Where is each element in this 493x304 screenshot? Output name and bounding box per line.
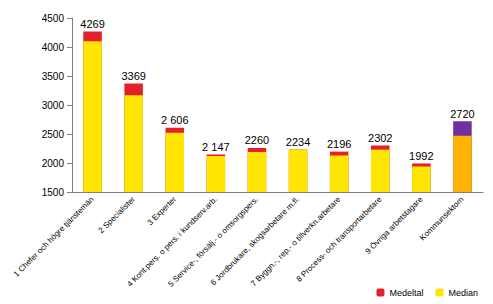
svg-text:2 606: 2 606 <box>161 114 189 126</box>
svg-text:2 147: 2 147 <box>202 141 230 153</box>
svg-text:1 Chefer och högre tjänstemän: 1 Chefer och högre tjänstemän <box>12 195 96 279</box>
svg-text:6 Jordbrukare, skogsarbetare m: 6 Jordbrukare, skogsarbetare m.fl. <box>209 195 301 287</box>
svg-text:2260: 2260 <box>245 134 269 146</box>
svg-text:1992: 1992 <box>409 150 433 162</box>
svg-text:7 Byggn.-, rep.- o tillverkn.a: 7 Byggn.-, rep.- o tillverkn.arbetare <box>249 194 343 288</box>
svg-text:2196: 2196 <box>327 138 351 150</box>
svg-text:2302: 2302 <box>368 132 392 144</box>
svg-text:3 Experter: 3 Experter <box>146 195 179 228</box>
svg-text:Median: Median <box>448 288 478 298</box>
svg-text:2500: 2500 <box>42 129 65 140</box>
svg-text:9 Övriga arbetstagare: 9 Övriga arbetstagare <box>364 194 425 255</box>
svg-text:Medeltal: Medeltal <box>389 288 423 298</box>
svg-text:8 Process- och transportarbeta: 8 Process- och transportarbetare <box>295 194 384 283</box>
svg-text:4000: 4000 <box>42 42 65 53</box>
svg-text:4269: 4269 <box>80 18 104 30</box>
svg-text:4 Kont.pers. o pers. i kundser: 4 Kont.pers. o pers. i kundserv.arb. <box>125 195 219 289</box>
svg-text:5 Service-, försälj.- o omsorg: 5 Service-, försälj.- o omsorgspers. <box>166 195 260 289</box>
svg-text:3000: 3000 <box>42 100 65 111</box>
svg-text:2234: 2234 <box>286 136 310 148</box>
svg-text:2 Specialister: 2 Specialister <box>97 195 137 235</box>
svg-text:3369: 3369 <box>121 70 145 82</box>
svg-text:4500: 4500 <box>42 13 65 24</box>
svg-text:Kommunsektorn: Kommunsektorn <box>418 195 465 242</box>
svg-text:3500: 3500 <box>42 71 65 82</box>
svg-text:2000: 2000 <box>42 158 65 169</box>
svg-text:1500: 1500 <box>42 187 65 198</box>
svg-text:2720: 2720 <box>450 108 474 120</box>
